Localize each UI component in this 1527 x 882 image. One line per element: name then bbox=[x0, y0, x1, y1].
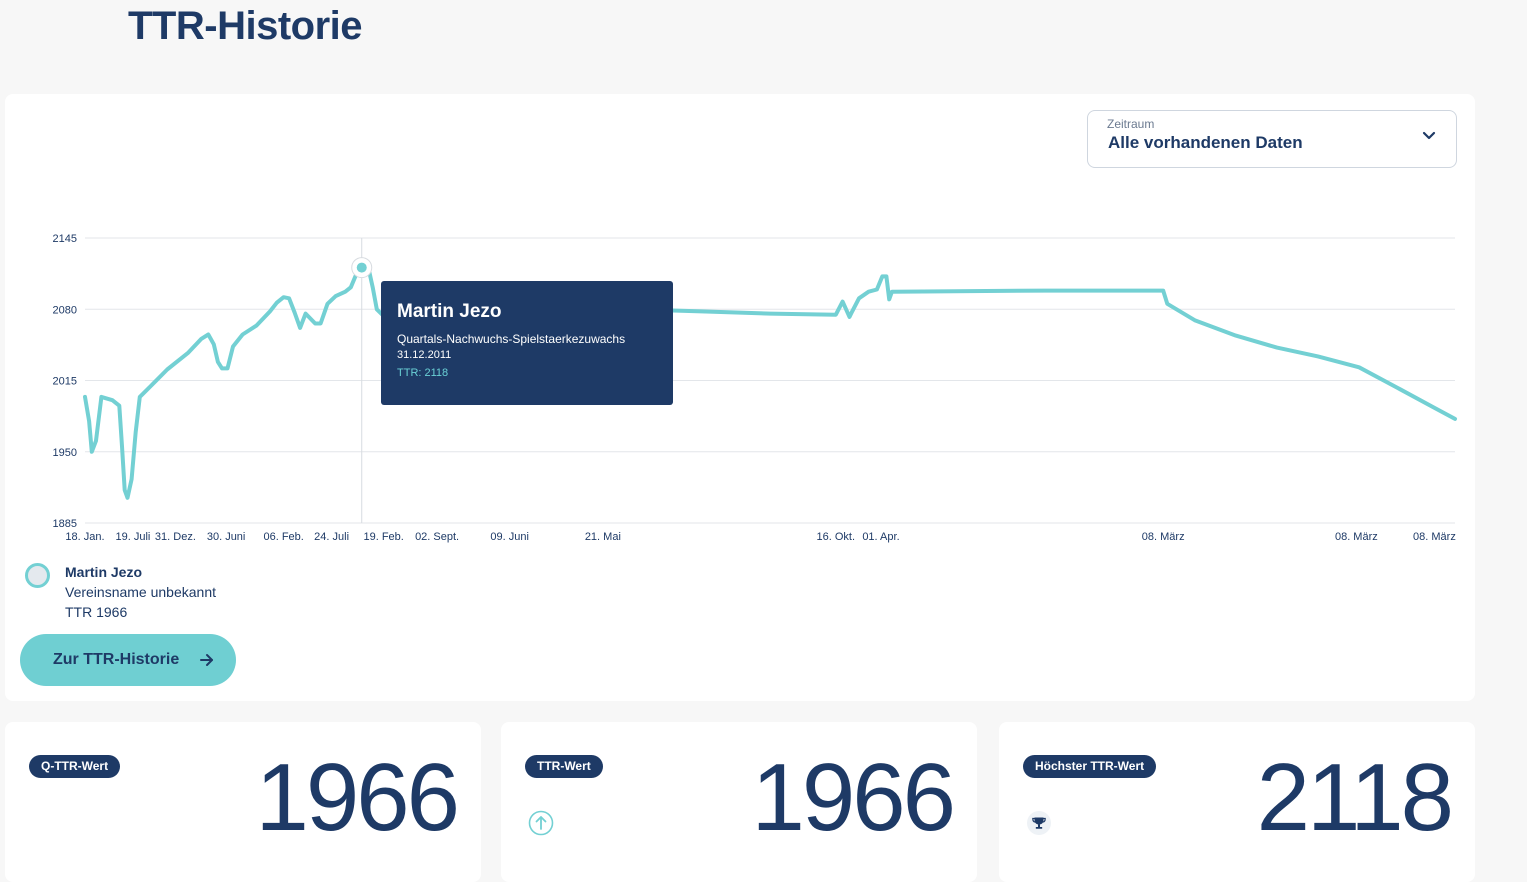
x-tick-label: 21. Mai bbox=[585, 531, 621, 543]
highlight-point bbox=[356, 262, 367, 273]
arrow-right-icon bbox=[200, 654, 213, 666]
ttr-line-chart: 1885 1950 2015 2080 2145 18. Jan. 19. Juli 31. … bbox=[53, 233, 1457, 543]
page-title: TTR-Historie bbox=[128, 4, 363, 48]
legend-ttr: TTR 1966 bbox=[65, 604, 128, 620]
x-tick-label: 18. Jan. bbox=[65, 531, 104, 543]
zeitraum-select[interactable]: Zeitraum Alle vorhandenen Daten bbox=[1087, 110, 1457, 168]
x-tick-label: 24. Juli bbox=[314, 531, 349, 543]
x-tick-label: 01. Apr. bbox=[862, 531, 899, 543]
y-tick-label: 2145 bbox=[53, 233, 77, 245]
x-tick-label: 19. Juli bbox=[116, 531, 151, 543]
x-tick-label: 08. März bbox=[1335, 531, 1378, 543]
zeitraum-label: Zeitraum bbox=[1107, 117, 1155, 131]
y-tick-label: 2080 bbox=[53, 304, 77, 316]
legend-player-name: Martin Jezo bbox=[65, 564, 143, 580]
stat-value-highest-ttr: 2118 bbox=[1256, 744, 1454, 851]
series-line-martin-jezo bbox=[83, 263, 1457, 500]
arrow-up-circle-icon bbox=[528, 810, 554, 836]
trophy-icon bbox=[1027, 811, 1051, 835]
legend-club-name: Vereinsname unbekannt bbox=[65, 584, 216, 600]
stat-card-highest-ttr: Höchster TTR-Wert 2118 bbox=[999, 722, 1475, 882]
chart-tooltip: Martin Jezo Quartals-Nachwuchs-Spielstae… bbox=[381, 281, 673, 405]
x-tick-label: 06. Feb. bbox=[263, 531, 303, 543]
ttr-history-button-label: Zur TTR-Historie bbox=[53, 651, 180, 668]
stat-badge-highest-ttr: Höchster TTR-Wert bbox=[1023, 755, 1157, 778]
x-tick-label: 08. März bbox=[1413, 531, 1456, 543]
x-tick-label: 19. Feb. bbox=[363, 531, 403, 543]
y-tick-label: 1885 bbox=[53, 518, 77, 530]
stat-badge-q-ttr: Q-TTR-Wert bbox=[29, 755, 121, 778]
stat-value-q-ttr: 1966 bbox=[255, 744, 460, 851]
stat-badge-ttr: TTR-Wert bbox=[525, 755, 603, 778]
ttr-chart-card: 1885 1950 2015 2080 2145 18. Jan. 19. Juli 31. … bbox=[5, 94, 1475, 701]
ttr-history-button[interactable]: Zur TTR-Historie bbox=[20, 634, 236, 686]
y-tick-label: 2015 bbox=[53, 376, 77, 388]
legend-series-marker[interactable] bbox=[25, 563, 50, 588]
x-tick-label: 02. Sept. bbox=[415, 531, 459, 543]
x-tick-label: 16. Okt. bbox=[816, 531, 855, 543]
stat-card-q-ttr: Q-TTR-Wert 1966 bbox=[5, 722, 481, 882]
tooltip-ttr-value: TTR: 2118 bbox=[397, 367, 449, 379]
tooltip-date: 31.12.2011 bbox=[397, 349, 452, 361]
y-tick-label: 1950 bbox=[53, 447, 77, 459]
chevron-down-icon bbox=[1422, 131, 1436, 140]
stat-card-ttr: TTR-Wert 1966 bbox=[501, 722, 977, 882]
x-tick-label: 09. Juni bbox=[490, 531, 529, 543]
stat-value-ttr: 1966 bbox=[751, 744, 956, 851]
x-tick-label: 31. Dez. bbox=[155, 531, 196, 543]
x-tick-label: 30. Juni bbox=[207, 531, 246, 543]
tooltip-event-type: Quartals-Nachwuchs-Spielstaerkezuwachs bbox=[397, 332, 626, 346]
zeitraum-value: Alle vorhandenen Daten bbox=[1108, 133, 1303, 152]
tooltip-player-name: Martin Jezo bbox=[397, 301, 502, 322]
x-tick-label: 08. März bbox=[1142, 531, 1185, 543]
